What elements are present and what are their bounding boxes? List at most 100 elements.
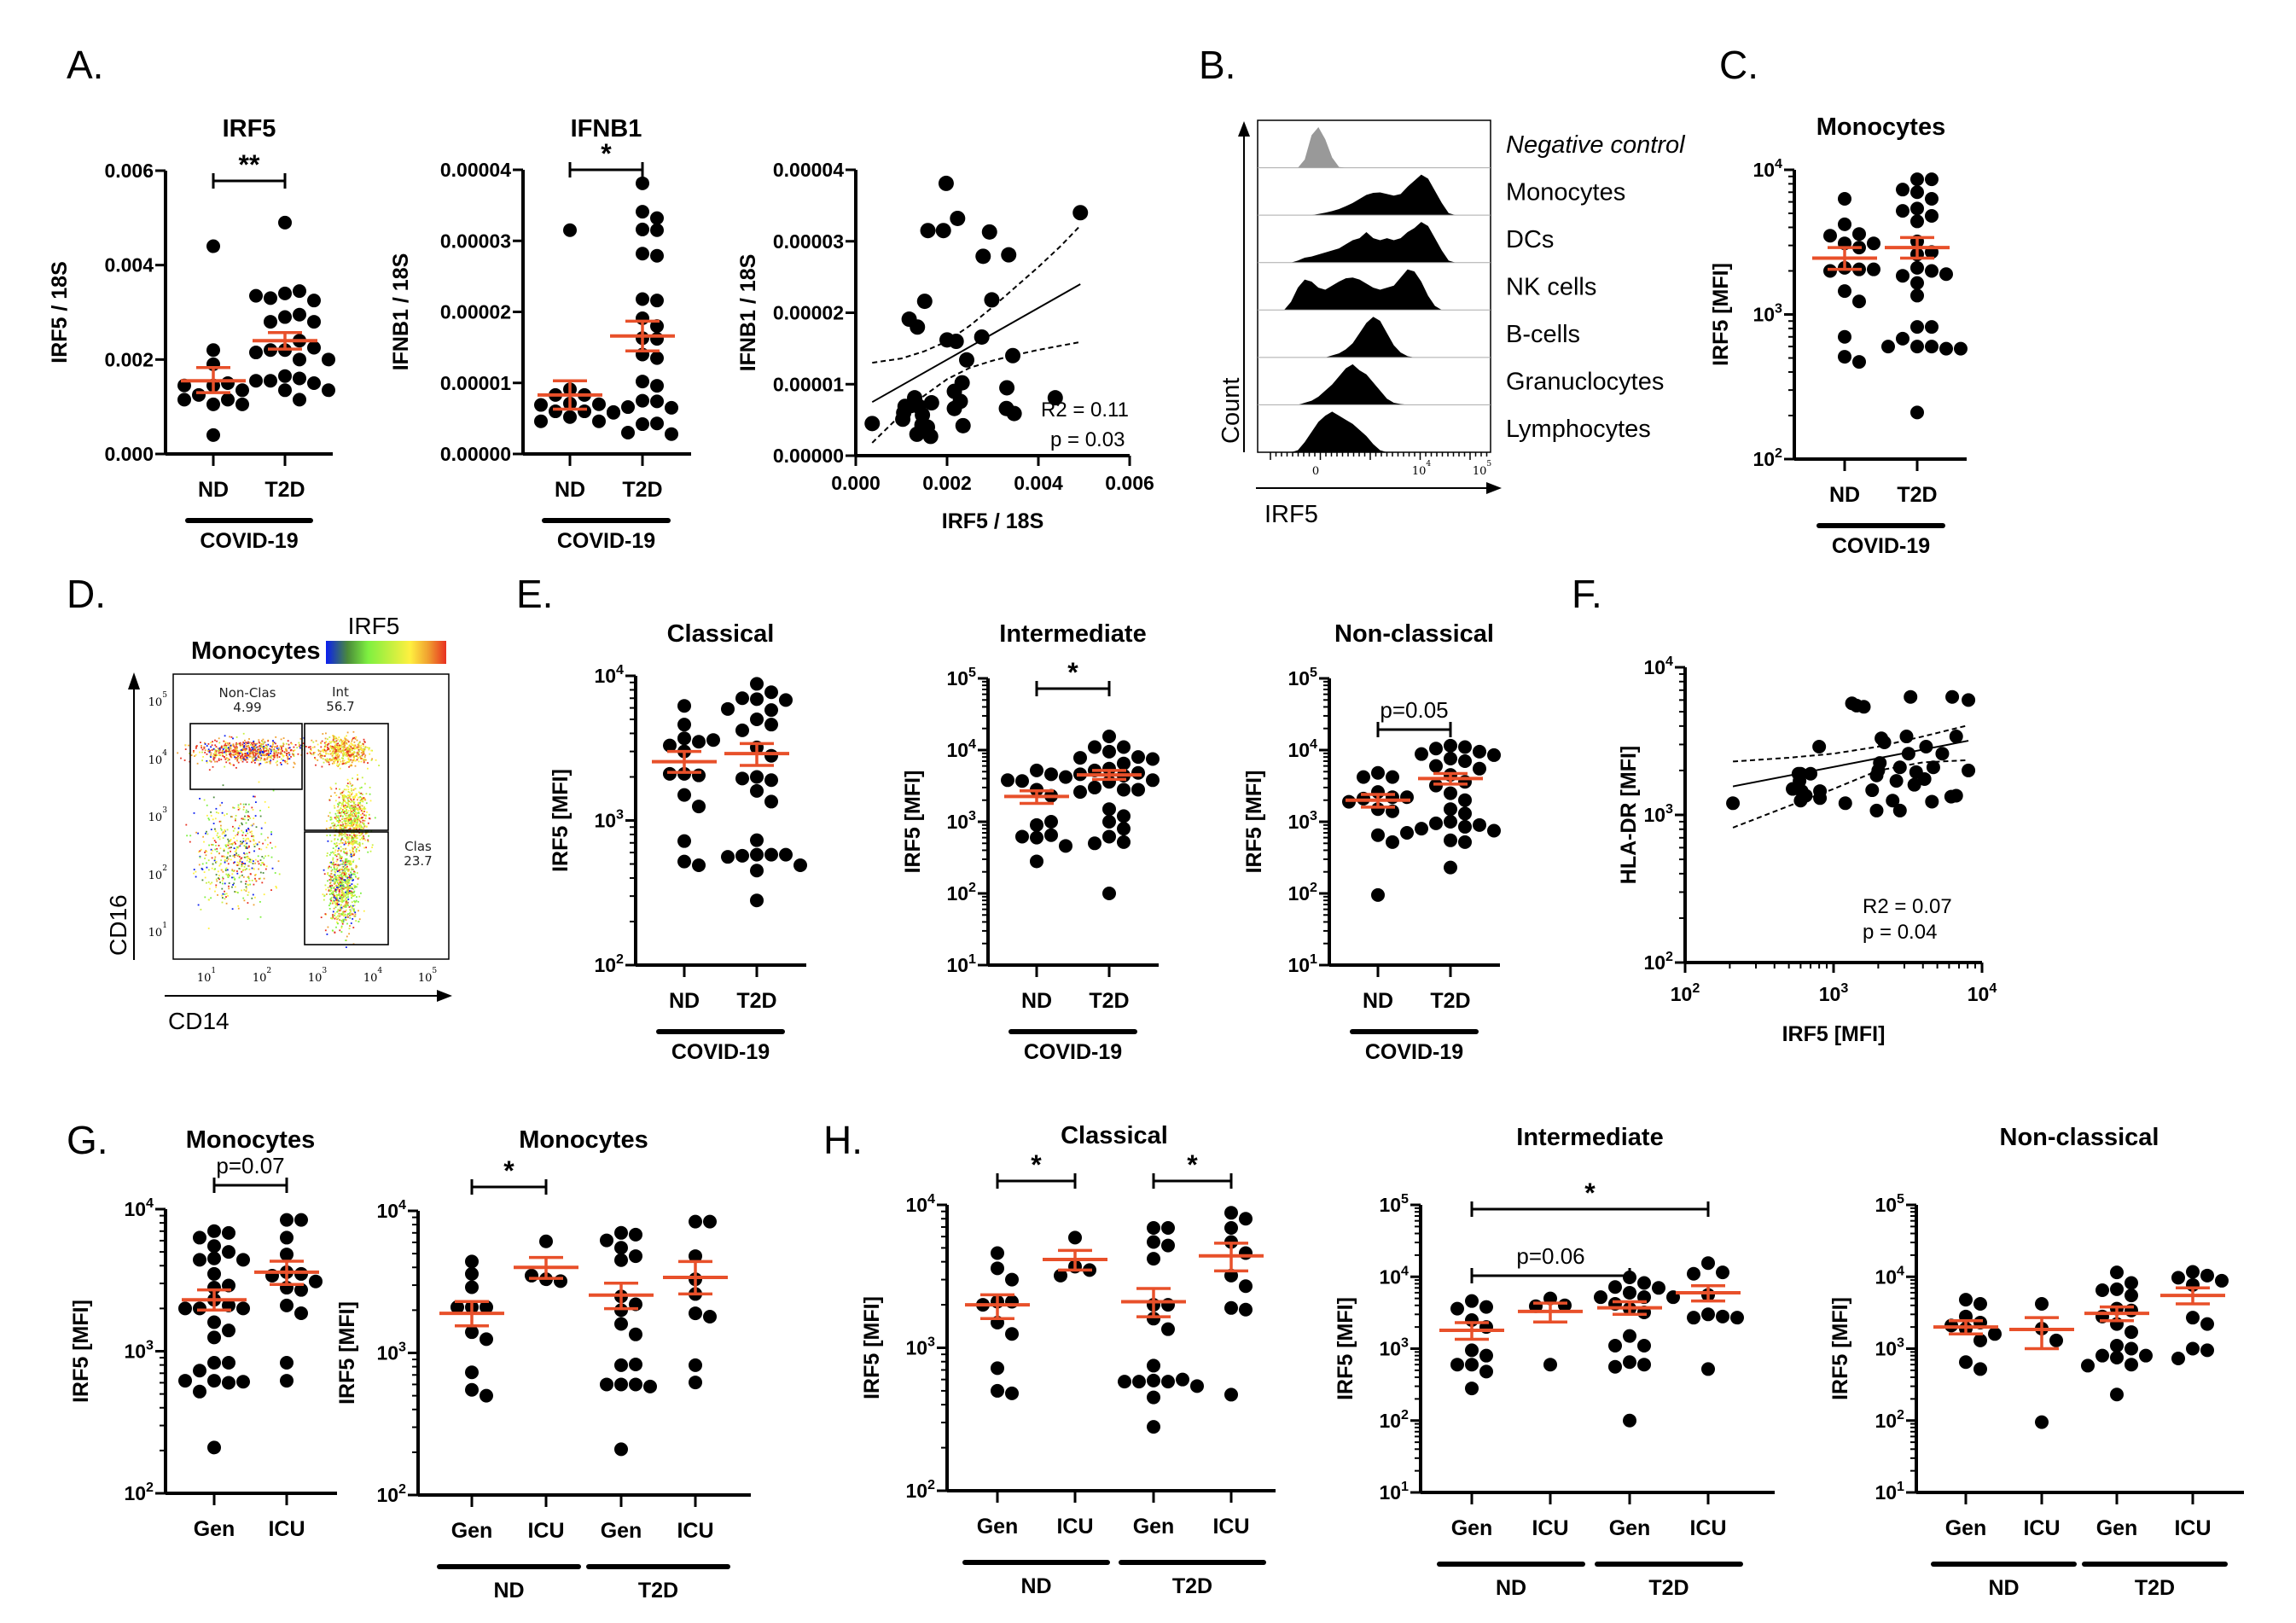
flow-event (248, 846, 250, 848)
flow-event (248, 852, 251, 853)
flow-event (344, 835, 346, 837)
flow-event (207, 749, 209, 752)
flow-event (346, 885, 349, 887)
data-point (1371, 828, 1385, 842)
data-point (1450, 1301, 1464, 1316)
flow-event (335, 903, 337, 905)
data-point (1479, 1364, 1493, 1379)
x-category-label: ND (669, 989, 700, 1013)
flow-event (346, 881, 349, 884)
flow-event (274, 755, 276, 758)
flow-event (234, 827, 235, 829)
flow-event (229, 843, 231, 846)
flow-event (329, 903, 332, 905)
flow-event (244, 755, 247, 758)
flow-event (237, 808, 240, 811)
flow-event (335, 868, 338, 870)
flow-event (343, 894, 345, 897)
flow-event (268, 760, 270, 763)
flow-event (203, 871, 206, 873)
data-point (278, 310, 292, 324)
flow-event (248, 858, 251, 859)
flow-event (245, 857, 247, 858)
data-point (249, 374, 263, 388)
chart-a2: IFNB10.000000.000010.000020.000030.00004… (389, 115, 691, 553)
flow-event (346, 836, 348, 839)
flow-event (253, 835, 255, 838)
flow-event (204, 749, 206, 752)
flow-event (328, 866, 330, 869)
flow-event (228, 759, 230, 761)
flow-event (253, 850, 255, 852)
x-tick-label: 103 (308, 967, 328, 985)
flow-event (342, 803, 344, 806)
data-point (750, 847, 764, 862)
flow-event (334, 759, 337, 761)
flow-event (322, 893, 324, 896)
flow-event (329, 816, 332, 818)
flow-event (354, 796, 356, 799)
flow-event (265, 865, 268, 868)
flow-event (294, 763, 296, 765)
gate-non-classical[interactable] (189, 723, 303, 790)
flow-event (352, 849, 353, 851)
flow-event (330, 917, 332, 919)
flow-event (326, 893, 328, 895)
flow-event (351, 753, 353, 755)
flow-event (357, 774, 358, 777)
flow-event (347, 817, 350, 819)
flow-event (204, 896, 206, 899)
flow-event (251, 835, 253, 837)
flow-event (346, 887, 349, 889)
flow-event (233, 754, 235, 757)
flow-event (263, 877, 265, 880)
flow-event (328, 758, 331, 760)
flow-event (346, 858, 348, 860)
flow-event (359, 755, 362, 758)
flow-event (340, 832, 342, 835)
x-axis-label: IRF5 / 18S (942, 509, 1044, 533)
gate-intermediate[interactable] (304, 723, 389, 831)
flow-event (337, 908, 340, 910)
flow-event (353, 852, 356, 855)
x-category-label: Gen (194, 1517, 235, 1541)
flow-event (328, 799, 331, 801)
flow-event (227, 742, 229, 744)
flow-event (353, 755, 355, 758)
data-point (1450, 1358, 1464, 1372)
flow-event (288, 747, 290, 749)
flow-event (343, 762, 345, 765)
flow-event (262, 750, 264, 752)
flow-event (351, 805, 353, 807)
flow-event (350, 755, 352, 758)
y-tick-label: 103 (124, 1338, 154, 1363)
flow-event (242, 817, 244, 820)
flow-event (247, 828, 249, 829)
flow-event (208, 899, 210, 901)
flow-event (230, 858, 232, 861)
flow-event (334, 823, 336, 825)
flow-event (238, 742, 241, 745)
flow-event (248, 738, 250, 740)
flow-event (334, 904, 337, 906)
flow-event (350, 813, 352, 815)
y-tick-label: 103 (946, 808, 976, 833)
flow-event (330, 795, 332, 797)
flow-event (350, 825, 352, 827)
flow-event (244, 739, 246, 742)
flow-event (332, 910, 334, 913)
flow-event (344, 870, 346, 872)
flow-event (345, 815, 346, 817)
flow-event (238, 856, 241, 858)
flow-event (223, 855, 224, 858)
flow-event (345, 762, 346, 765)
flow-event (208, 844, 210, 846)
flow-event (246, 846, 248, 848)
data-point (1623, 1329, 1636, 1343)
flow-event (346, 852, 348, 854)
flow-event (257, 750, 259, 753)
flow-event (251, 742, 253, 744)
gate-classical[interactable] (304, 831, 389, 945)
flow-event (258, 753, 259, 755)
flow-event (340, 925, 343, 928)
